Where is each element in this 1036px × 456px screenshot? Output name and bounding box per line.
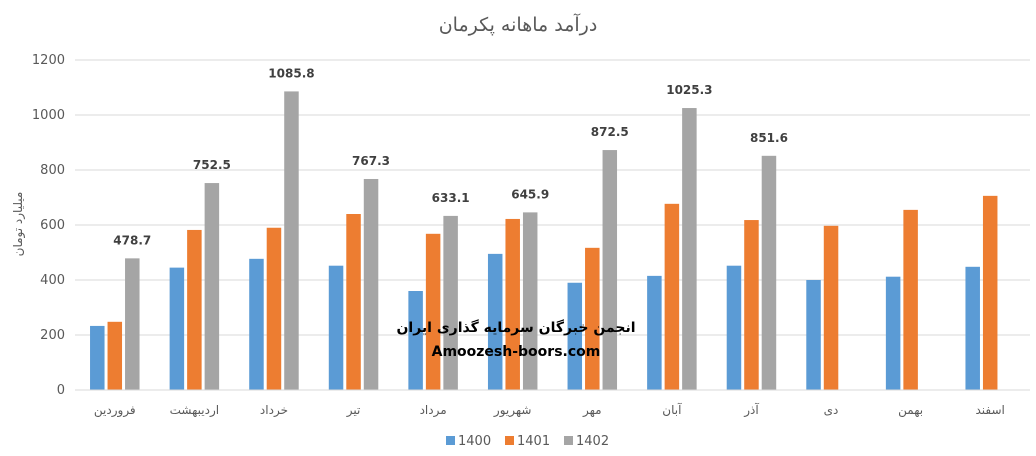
bar-1400 (408, 291, 423, 390)
data-label: 645.9 (511, 187, 549, 201)
bar-1401 (982, 195, 998, 390)
bar-1400 (965, 266, 980, 390)
legend-swatch-1401 (505, 436, 514, 445)
watermark-text-fa: انجمن خبرگان سرمایه گذاری ایران (396, 319, 635, 336)
y-tick-label: 1200 (32, 53, 65, 68)
legend-swatch-1402 (564, 436, 573, 445)
bar-1402 (363, 178, 379, 390)
x-category-label: اسفند (976, 403, 1005, 417)
y-tick-label: 1000 (32, 108, 65, 123)
data-labels: 478.7 752.5 1085.8 767.3 633.1 645.9 872.5 1025… (113, 66, 788, 247)
bar-1400 (249, 258, 264, 390)
bar-1400 (885, 276, 901, 390)
bar-1401 (903, 209, 918, 390)
bar-1401 (505, 218, 520, 390)
y-tick-label: 0 (57, 383, 65, 398)
y-tick-label: 400 (40, 273, 65, 288)
bar-1401 (266, 227, 282, 390)
bar-1402 (761, 155, 777, 390)
y-axis-ticks: 0 200 400 600 800 1000 1200 (32, 53, 65, 398)
x-category-label: خرداد (260, 403, 288, 418)
bar-1401 (664, 203, 680, 390)
legend-label: 1400 (458, 434, 491, 449)
watermark-text-url: Amoozesh-boors.com (432, 344, 601, 360)
legend-label: 1401 (517, 434, 550, 449)
x-category-label: آذر (743, 402, 759, 418)
legend: 1400 1401 1402 (446, 434, 609, 449)
bar-1401 (823, 225, 839, 390)
bar-1402 (602, 150, 618, 390)
bar-1402 (522, 212, 538, 390)
x-category-label: مهر (582, 403, 602, 418)
bar-1401 (187, 229, 202, 390)
x-category-label: فروردین (94, 403, 136, 418)
bar-1402 (125, 258, 140, 390)
x-axis-categories: فروردین اردیبهشت خرداد تیر مرداد شهریور مهر آبا… (94, 402, 1005, 418)
data-label: 767.3 (352, 154, 390, 168)
bar-1400 (328, 265, 344, 390)
y-tick-label: 800 (40, 163, 65, 178)
data-label: 872.5 (591, 125, 629, 139)
bar-1400 (647, 275, 662, 390)
bar-1402 (204, 183, 220, 390)
bar-1400 (169, 267, 185, 390)
x-category-label: مرداد (420, 403, 447, 418)
x-category-label: آبان (662, 402, 682, 417)
bar-1402 (682, 108, 697, 390)
x-category-label: تیر (346, 403, 361, 418)
bar-1400 (90, 325, 105, 390)
bar-1401 (585, 247, 600, 390)
gridlines (75, 59, 1030, 336)
data-label: 633.1 (432, 191, 470, 205)
y-axis-label: میلیارد تومان (11, 192, 26, 257)
data-label: 1085.8 (268, 66, 314, 80)
x-category-label: شهریور (493, 403, 532, 418)
x-category-label: دی (824, 403, 839, 417)
legend-swatch-1400 (446, 436, 455, 445)
y-tick-label: 600 (40, 218, 65, 233)
bars (90, 91, 998, 390)
data-label: 752.5 (193, 158, 231, 172)
y-tick-label: 200 (40, 328, 65, 343)
data-label: 1025.3 (666, 83, 712, 97)
bar-1400 (567, 282, 583, 390)
legend-label: 1402 (576, 434, 609, 449)
bar-1400 (726, 265, 742, 390)
bar-1402 (443, 215, 458, 390)
bar-1402 (284, 91, 299, 390)
bar-1401 (744, 220, 759, 390)
bar-1401 (107, 321, 123, 390)
bar-1401 (425, 233, 441, 390)
x-category-label: اردیبهشت (170, 403, 219, 418)
chart-title: درآمد ماهانه پکرمان (439, 12, 598, 36)
bar-1401 (346, 214, 361, 390)
x-category-label: بهمن (898, 403, 923, 418)
data-label: 851.6 (750, 131, 788, 145)
data-label: 478.7 (113, 233, 151, 247)
bar-1400 (806, 280, 821, 390)
bar-1400 (487, 253, 503, 390)
